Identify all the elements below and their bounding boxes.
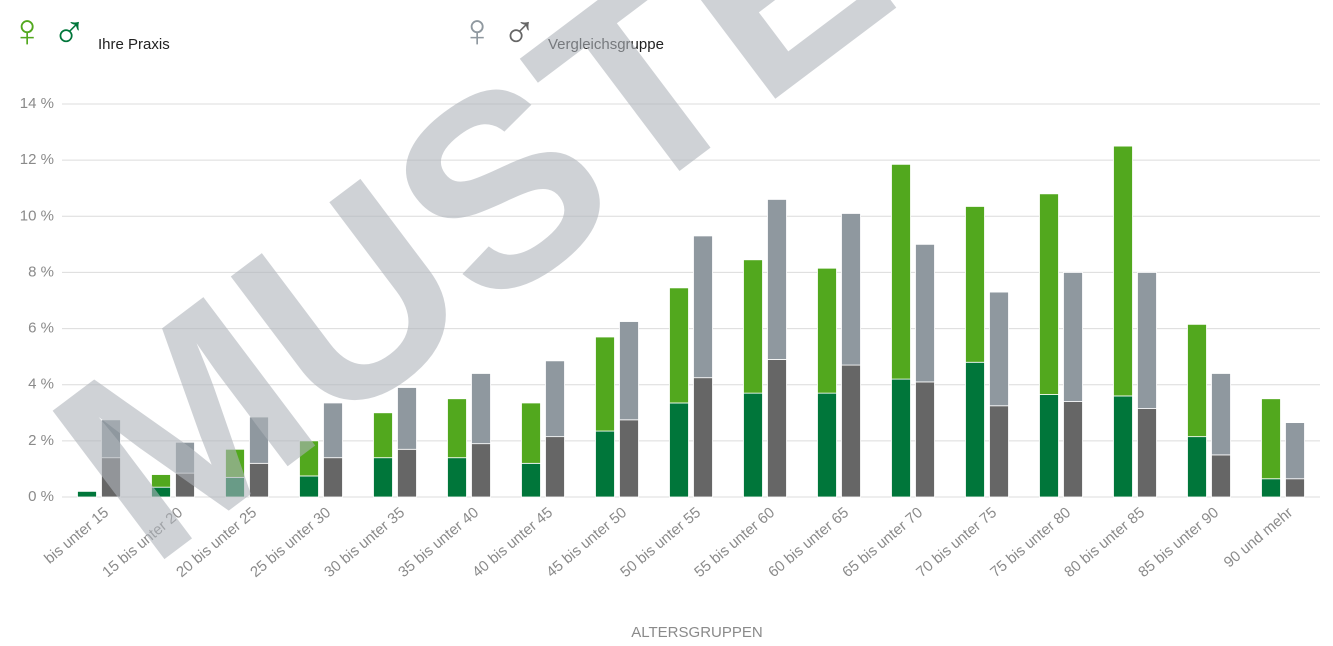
x-tick-label: 70 bis unter 75 <box>913 504 1000 581</box>
bar-segment <box>915 243 935 383</box>
x-tick-label: bis unter 15 <box>41 504 112 567</box>
bar-segment <box>767 199 787 360</box>
bar-segment <box>1187 323 1207 438</box>
bar-segment <box>595 430 615 498</box>
y-tick-label: 10 % <box>20 207 54 224</box>
legend-symbol: ♂ <box>502 4 537 56</box>
y-tick-label: 8 % <box>28 263 54 280</box>
bar-segment <box>1063 401 1083 498</box>
bar-segment <box>373 412 393 459</box>
y-tick-label: 2 % <box>28 432 54 449</box>
bar-segment <box>1261 398 1281 480</box>
bar-segment <box>521 462 541 498</box>
x-tick-label: 55 bis unter 60 <box>691 504 778 581</box>
bar-segment <box>743 392 763 498</box>
legend-label: Ihre Praxis <box>98 36 170 53</box>
x-tick-label: 80 bis unter 85 <box>1061 504 1148 581</box>
legend-symbol: ♂ <box>52 4 87 56</box>
bar-segment <box>965 206 985 363</box>
bar-segment <box>915 381 935 498</box>
legend-symbol: ♀ <box>460 4 495 56</box>
bar-segment <box>619 321 639 421</box>
x-tick-label: 90 und mehr <box>1221 504 1296 571</box>
x-tick-label: 85 bis unter 90 <box>1135 504 1222 581</box>
x-tick-label: 50 bis unter 55 <box>617 504 704 581</box>
bar-segment <box>743 259 763 394</box>
bar-segment <box>965 361 985 498</box>
legend-symbol: ♀ <box>10 4 45 56</box>
bar-segment <box>669 402 689 498</box>
bar-segment <box>397 448 417 498</box>
x-tick-label: 45 bis unter 50 <box>543 504 630 581</box>
y-tick-label: 12 % <box>20 151 54 168</box>
bar-segment <box>471 373 491 445</box>
bar-segment <box>1039 193 1059 395</box>
bar-segment <box>817 267 837 394</box>
bar-segment <box>1063 272 1083 402</box>
bar-segment <box>101 419 121 459</box>
bar-segment <box>1113 145 1133 397</box>
bar-segment <box>397 387 417 450</box>
bar-segment <box>1211 454 1231 498</box>
bar-segment <box>767 359 787 498</box>
bar-segment <box>1137 272 1157 409</box>
bar-segment <box>77 490 97 498</box>
bar-segment <box>595 336 615 432</box>
bar-segment <box>693 377 713 498</box>
bar-segment <box>1187 436 1207 498</box>
bar-segment <box>669 287 689 404</box>
y-tick-label: 4 % <box>28 376 54 393</box>
bar-segment <box>323 402 343 459</box>
bar-segment <box>1113 395 1133 498</box>
bar-segment <box>891 163 911 380</box>
bar-segment <box>175 441 195 474</box>
bar-segment <box>151 474 171 488</box>
bar-segment <box>545 360 565 438</box>
bar-segment <box>1285 422 1305 480</box>
bar-segment <box>989 291 1009 407</box>
bar-segment <box>225 448 245 478</box>
y-tick-label: 14 % <box>20 95 54 112</box>
bar-segment <box>1137 408 1157 498</box>
bar-segment <box>1211 373 1231 456</box>
legend-label: Vergleichsgruppe <box>548 36 664 53</box>
bar-segment <box>891 378 911 498</box>
x-tick-label: 75 bis unter 80 <box>987 504 1074 581</box>
x-tick-label: 65 bis unter 70 <box>839 504 926 581</box>
bar-segment <box>545 436 565 498</box>
bar-segment <box>1261 478 1281 498</box>
x-tick-label: 60 bis unter 65 <box>765 504 852 581</box>
x-axis-label: ALTERSGRUPPEN <box>631 624 762 641</box>
bar-segment <box>841 213 861 366</box>
bar-segment <box>521 402 541 464</box>
bar-segment <box>471 443 491 498</box>
bar-segment <box>1039 394 1059 498</box>
x-tick-label: 40 bis unter 45 <box>469 504 556 581</box>
bar-segment <box>1285 478 1305 498</box>
x-tick-label: 30 bis unter 35 <box>321 504 408 581</box>
bar-segment <box>817 392 837 498</box>
bar-segment <box>989 405 1009 498</box>
y-tick-label: 6 % <box>28 320 54 337</box>
bar-segment <box>447 457 467 498</box>
x-tick-label: 35 bis unter 40 <box>395 504 482 581</box>
bar-segment <box>619 419 639 498</box>
bar-segment <box>841 364 861 498</box>
bar-segment <box>693 235 713 379</box>
bar-segment <box>299 440 319 477</box>
y-tick-label: 0 % <box>28 488 54 505</box>
bar-segment <box>249 416 269 464</box>
bar-segment <box>447 398 467 459</box>
